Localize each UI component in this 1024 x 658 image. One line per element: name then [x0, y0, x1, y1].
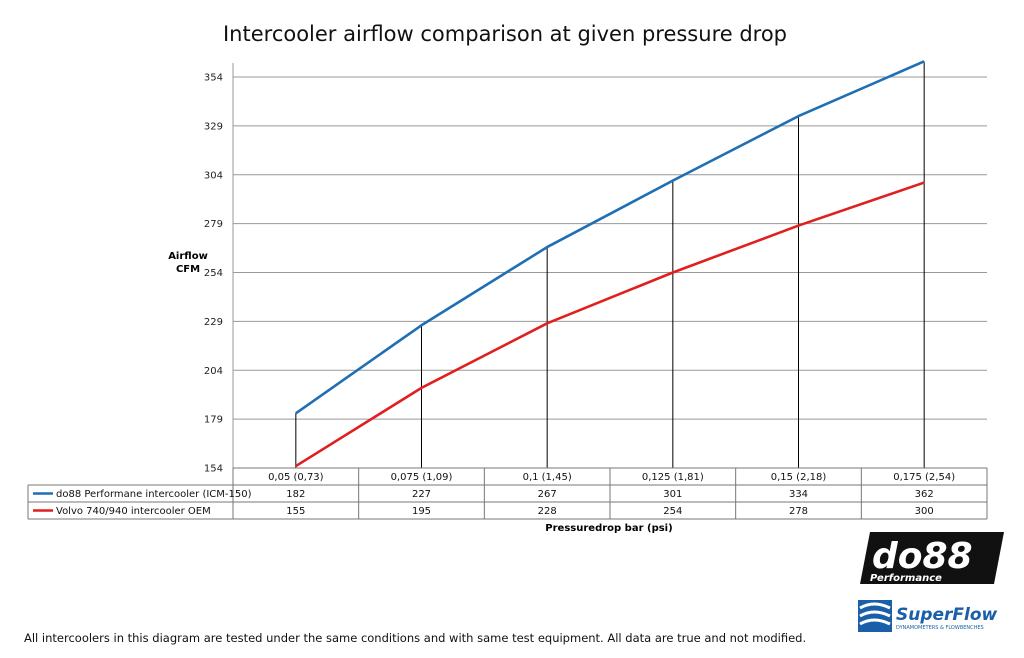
data-label: 254: [663, 506, 682, 517]
do88-logo-text: do88: [872, 536, 973, 577]
y-tick-label: 179: [204, 415, 223, 426]
y-tick-label: 329: [204, 121, 223, 132]
y-tick-label: 279: [204, 219, 223, 230]
data-label: 334: [789, 489, 808, 500]
data-label: 267: [538, 489, 557, 500]
y-tick-label: 229: [204, 317, 223, 328]
chart-title: Intercooler airflow comparison at given …: [222, 22, 788, 46]
drop-lines: [295, 61, 925, 468]
superflow-logo: SuperFlow DYNAMOMETERS & FLOWBENCHES: [858, 600, 998, 632]
footnote: All intercoolers in this diagram are tes…: [24, 631, 807, 645]
superflow-emblem: [858, 600, 892, 632]
y-tick-label: 204: [204, 366, 223, 377]
data-label: 182: [286, 489, 305, 500]
legend-entry: Volvo 740/940 intercooler OEM: [56, 506, 211, 517]
do88-logo: do88 Performance: [860, 532, 1004, 584]
series-line-1: [295, 60, 925, 415]
series-lines: [295, 60, 925, 468]
data-label: 195: [412, 506, 431, 517]
superflow-logo-text: SuperFlow: [896, 605, 998, 625]
gridlines: [232, 63, 987, 469]
series-line-2: [295, 181, 925, 468]
superflow-logo-subtext: DYNAMOMETERS & FLOWBENCHES: [896, 625, 984, 631]
x-tick-label: 0,075 (1,09): [391, 472, 453, 483]
y-axis-label-line1: Airflow: [168, 251, 208, 262]
x-tick-label: 0,1 (1,45): [523, 472, 572, 483]
data-label: 362: [915, 489, 934, 500]
data-label: 301: [663, 489, 682, 500]
legend-entry: do88 Performane intercooler (ICM-150): [56, 489, 252, 500]
y-tick-label: 354: [204, 73, 223, 84]
y-tick-label: 154: [204, 464, 223, 475]
data-label: 300: [915, 506, 934, 517]
x-tick-label: 0,175 (2,54): [893, 472, 955, 483]
x-tick-label: 0,05 (0,73): [268, 472, 324, 483]
data-label: 227: [412, 489, 431, 500]
y-tick-label: 304: [204, 170, 223, 181]
do88-logo-subtext: Performance: [870, 573, 942, 584]
x-axis-label: Pressuredrop bar (psi): [545, 523, 672, 534]
data-label: 278: [789, 506, 808, 517]
x-tick-label: 0,125 (1,81): [642, 472, 704, 483]
y-tick-labels: 154 179 204 229 254 279 304 329 354: [204, 73, 223, 475]
y-axis-label-line2: CFM: [176, 264, 200, 275]
x-tick-label: 0,15 (2,18): [771, 472, 827, 483]
data-label: 155: [286, 506, 305, 517]
data-label: 228: [538, 506, 557, 517]
y-tick-label: 254: [204, 268, 223, 279]
data-table: 0,05 (0,73) 0,075 (1,09) 0,1 (1,45) 0,125 (…: [27, 467, 988, 520]
